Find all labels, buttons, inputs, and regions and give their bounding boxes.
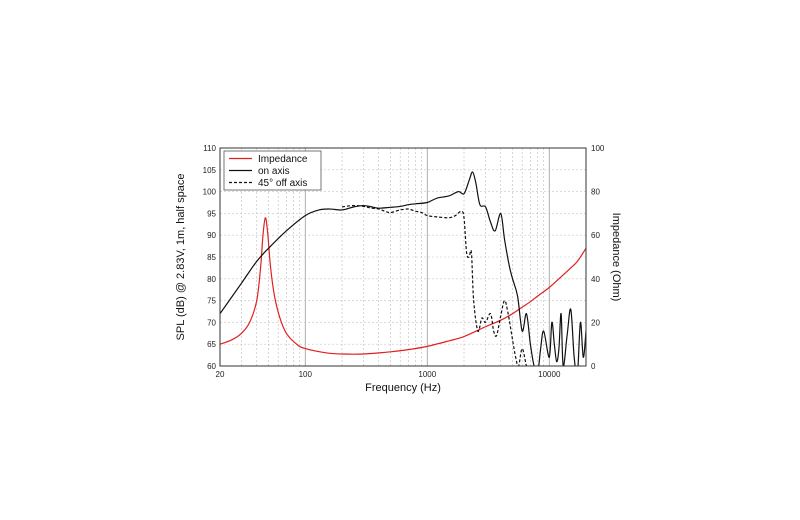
y-tick-label: 80 (207, 275, 216, 284)
x-tick-label: 100 (299, 370, 313, 379)
y-tick-label: 60 (207, 362, 216, 371)
series-line-on-axis (220, 171, 586, 366)
y-tick-label: 90 (207, 231, 216, 240)
y-tick-label: 75 (207, 297, 216, 306)
y-tick-label: 85 (207, 253, 216, 262)
y2-tick-label: 100 (591, 144, 605, 153)
tick-labels: 60 65 70 75 80 85 90 95 100 105 110 0 20 40 60 80 100 20 1… (203, 144, 605, 379)
y2-tick-label: 0 (591, 362, 596, 371)
y2-tick-label: 40 (591, 275, 600, 284)
y-tick-label: 70 (207, 318, 216, 327)
legend-label-impedance: Impedance (258, 154, 308, 165)
y2-tick-label: 20 (591, 318, 600, 327)
y2-tick-label: 80 (591, 188, 600, 197)
series-line-impedance (220, 217, 586, 355)
legend-label-on-axis: on axis (258, 166, 290, 177)
y-tick-label: 110 (203, 144, 216, 153)
y2-axis-title: Impedance (Ohm) (610, 213, 622, 302)
series-group (220, 171, 586, 366)
x-tick-label: 1000 (418, 370, 436, 379)
legend: Impedance on axis 45° off axis (223, 150, 322, 191)
y-tick-label: 100 (203, 188, 217, 197)
y-axis-title: SPL (dB) @ 2.83V, 1m, half space (175, 174, 187, 341)
y-tick-label: 65 (207, 340, 216, 349)
x-tick-label: 10000 (538, 370, 561, 379)
y-tick-label: 105 (203, 166, 217, 175)
x-axis-title: Frequency (Hz) (365, 382, 441, 394)
plot-frame (219, 147, 587, 367)
y2-tick-label: 60 (591, 231, 600, 240)
legend-label-off-axis: 45° off axis (258, 178, 307, 189)
series-line-45-off-axis (341, 204, 528, 366)
y-tick-label: 95 (207, 209, 216, 218)
x-tick-label: 20 (216, 370, 225, 379)
